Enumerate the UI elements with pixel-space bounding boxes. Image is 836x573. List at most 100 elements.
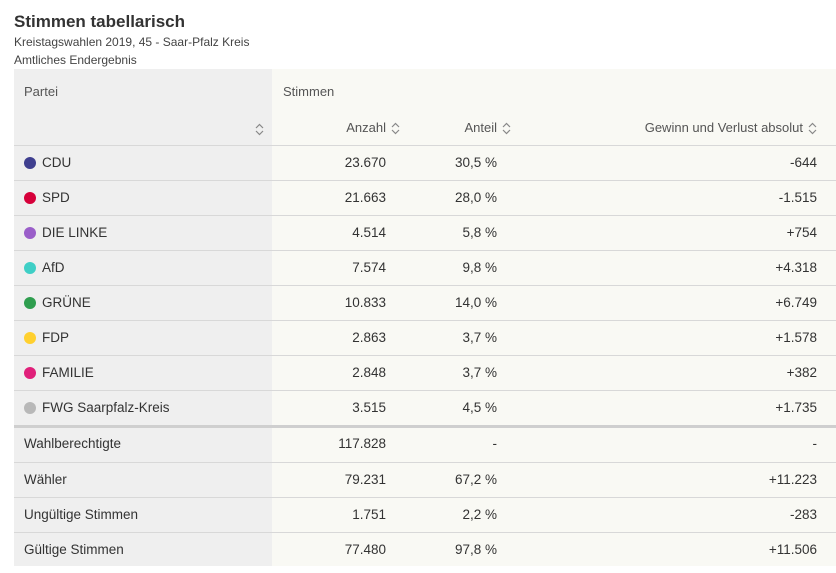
table-row-party: DIE LINKE 4.514 5,8 % +754	[14, 215, 836, 250]
party-name: AfD	[42, 260, 65, 275]
party-color-dot	[24, 157, 36, 169]
party-cell: Ungültige Stimmen	[24, 498, 138, 532]
table-row-party: FWG Saarpfalz-Kreis 3.515 4,5 % +1.735	[14, 390, 836, 425]
anteil-cell: 3,7 %	[462, 365, 497, 380]
party-name: Gültige Stimmen	[24, 542, 124, 557]
table-row-summary: Wahlberechtigte 117.828 - -	[14, 425, 836, 460]
party-color-dot	[24, 192, 36, 204]
party-name: FWG Saarpfalz-Kreis	[42, 400, 170, 415]
table-row-party: FAMILIE 2.848 3,7 % +382	[14, 355, 836, 390]
party-column-background	[14, 69, 272, 566]
gewinn-verlust-cell: -644	[789, 155, 817, 170]
party-cell: SPD	[24, 181, 70, 215]
anteil-cell: 9,8 %	[462, 260, 497, 275]
party-cell: CDU	[24, 146, 71, 180]
page-subtitle: Kreistagswahlen 2019, 45 - Saar-Pfalz Kr…	[14, 35, 250, 49]
anteil-cell: 28,0 %	[454, 190, 497, 205]
party-cell: FAMILIE	[24, 356, 94, 390]
anteil-cell: 14,0 %	[454, 295, 497, 310]
gewinn-verlust-cell: +6.749	[775, 295, 817, 310]
page-header: Stimmen tabellarisch Kreistagswahlen 201…	[14, 12, 249, 68]
anzahl-cell: 2.863	[352, 330, 386, 345]
sort-icon	[255, 123, 264, 136]
party-name: GRÜNE	[42, 295, 91, 310]
party-cell: Wahlberechtigte	[24, 427, 121, 461]
gewinn-verlust-cell: +382	[786, 365, 817, 380]
column-header-gewinn-verlust: Gewinn und Verlust absolut	[644, 120, 803, 135]
party-name: Wahlberechtigte	[24, 436, 122, 451]
party-color-dot	[24, 262, 36, 274]
party-name: Ungültige Stimmen	[24, 507, 139, 522]
party-cell: FDP	[24, 321, 69, 355]
gewinn-verlust-cell: +11.506	[768, 542, 817, 557]
party-cell: GRÜNE	[24, 286, 91, 320]
anzahl-cell: 7.574	[352, 260, 386, 275]
table-row-summary: Gültige Stimmen 77.480 97,8 % +11.506	[14, 532, 836, 567]
anzahl-cell: 79.231	[344, 472, 386, 487]
gewinn-verlust-cell: +11.223	[768, 472, 817, 487]
anzahl-cell: 21.663	[344, 190, 386, 205]
table-row-summary: Ungültige Stimmen 1.751 2,2 % -283	[14, 497, 836, 532]
gewinn-verlust-cell: -283	[789, 507, 817, 522]
column-header-partei: Partei	[24, 84, 58, 99]
column-group-stimmen: Stimmen	[283, 84, 335, 99]
values-column-background	[272, 69, 836, 566]
sort-gewinn-verlust-button[interactable]: Gewinn und Verlust absolut	[513, 120, 817, 135]
party-color-dot	[24, 402, 36, 414]
anzahl-cell: 10.833	[344, 295, 386, 310]
party-cell: Gültige Stimmen	[24, 533, 124, 567]
party-color-dot	[24, 332, 36, 344]
sort-icon	[502, 122, 511, 135]
anzahl-cell: 2.848	[352, 365, 386, 380]
sort-anteil-button[interactable]: Anteil	[402, 120, 511, 135]
party-name: Wähler	[24, 472, 67, 487]
anteil-cell: -	[492, 436, 498, 451]
gewinn-verlust-cell: -	[812, 436, 818, 451]
anzahl-cell: 3.515	[352, 400, 386, 415]
party-name: DIE LINKE	[42, 225, 108, 240]
party-name: CDU	[42, 155, 72, 170]
party-cell: FWG Saarpfalz-Kreis	[24, 391, 170, 425]
table-row-party: SPD 21.663 28,0 % -1.515	[14, 180, 836, 215]
anteil-cell: 67,2 %	[454, 472, 497, 487]
result-status: Amtliches Endergebnis	[14, 53, 137, 67]
sort-anzahl-button[interactable]: Anzahl	[272, 120, 400, 135]
sort-icon	[808, 122, 817, 135]
anteil-cell: 30,5 %	[454, 155, 497, 170]
anzahl-cell: 77.480	[344, 542, 386, 557]
party-name: FDP	[42, 330, 69, 345]
party-cell: DIE LINKE	[24, 216, 107, 250]
party-name: FAMILIE	[42, 365, 94, 380]
table-row-summary: Wähler 79.231 67,2 % +11.223	[14, 462, 836, 497]
anteil-cell: 97,8 %	[454, 542, 497, 557]
party-cell: AfD	[24, 251, 65, 285]
table-row-party: FDP 2.863 3,7 % +1.578	[14, 320, 836, 355]
anteil-cell: 3,7 %	[462, 330, 497, 345]
table-row-party: CDU 23.670 30,5 % -644	[14, 145, 836, 180]
party-color-dot	[24, 297, 36, 309]
gewinn-verlust-cell: +754	[786, 225, 817, 240]
anzahl-cell: 4.514	[352, 225, 386, 240]
anzahl-cell: 23.670	[344, 155, 386, 170]
page-title: Stimmen tabellarisch	[14, 12, 186, 31]
party-color-dot	[24, 367, 36, 379]
anteil-cell: 2,2 %	[462, 507, 497, 522]
anteil-cell: 4,5 %	[462, 400, 497, 415]
gewinn-verlust-cell: +4.318	[775, 260, 817, 275]
sort-partei-button[interactable]	[250, 121, 264, 139]
table-row-party: GRÜNE 10.833 14,0 % +6.749	[14, 285, 836, 320]
party-color-dot	[24, 227, 36, 239]
gewinn-verlust-cell: +1.578	[775, 330, 817, 345]
column-header-anteil: Anteil	[464, 120, 497, 135]
table-row-party: AfD 7.574 9,8 % +4.318	[14, 250, 836, 285]
sort-icon	[391, 122, 400, 135]
header-row-columns: Anzahl Anteil Gewinn und Verlust absolut	[14, 111, 836, 145]
gewinn-verlust-cell: -1.515	[778, 190, 817, 205]
gewinn-verlust-cell: +1.735	[775, 400, 817, 415]
anzahl-cell: 1.751	[352, 507, 386, 522]
column-header-anzahl: Anzahl	[346, 120, 386, 135]
party-name: SPD	[42, 190, 70, 205]
anzahl-cell: 117.828	[338, 436, 386, 451]
header-row-groups: Partei Stimmen	[14, 69, 836, 111]
party-cell: Wähler	[24, 463, 67, 497]
